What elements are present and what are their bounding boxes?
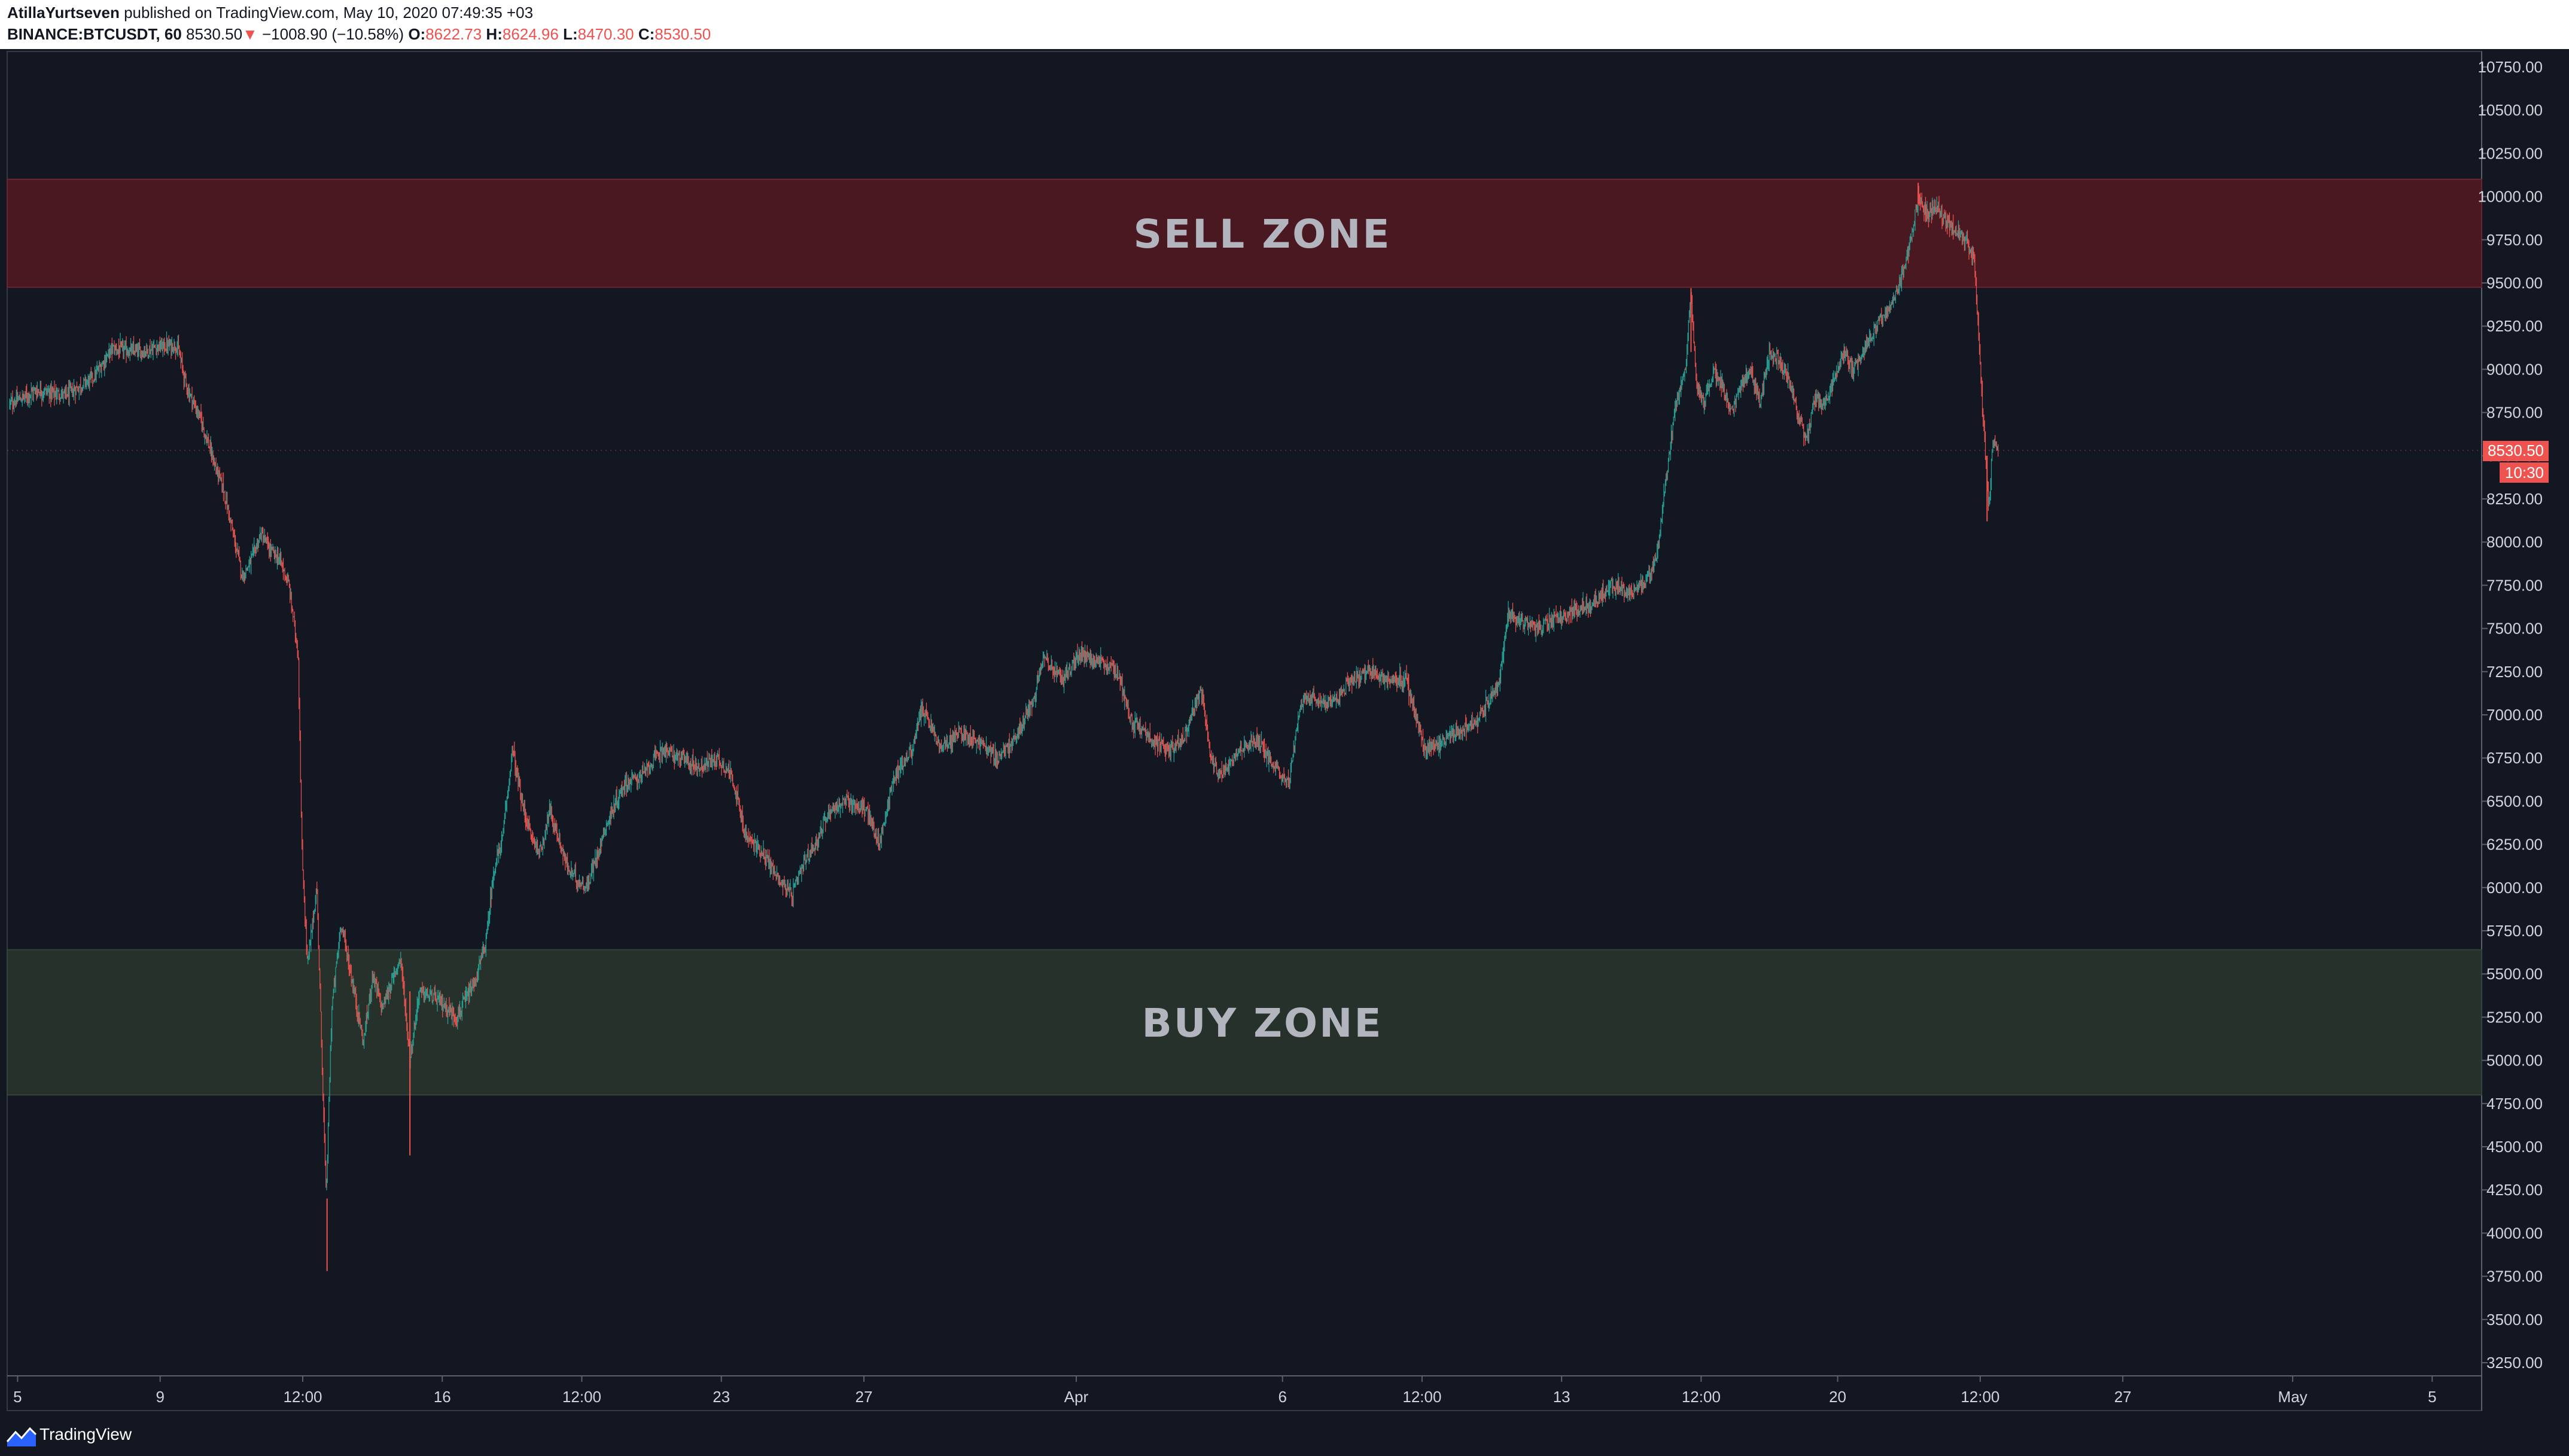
time-tick-label: 27 [856, 1388, 873, 1406]
price-tick-label: 5500.00 [2486, 965, 2543, 983]
zone-band [7, 178, 2482, 288]
time-tick-label: 12:00 [1961, 1388, 1999, 1406]
close-value: 8530.50 [655, 25, 711, 43]
time-axis[interactable]: 5 9 12:00 16 12:00 23 27 Apr 6 12:00 13 12:00 20 12:0… [13, 1376, 2569, 1406]
price-tick-label: 9750.00 [2486, 231, 2543, 249]
footer: TradingView [0, 1413, 2569, 1456]
publish-line: AtillaYurtseven published on TradingView… [7, 4, 533, 22]
time-tick-label: 13 [1553, 1388, 1570, 1406]
price-tick-label: 7000.00 [2486, 706, 2543, 724]
time-tick-label: 9 [156, 1388, 164, 1406]
chart-header: AtillaYurtseven published on TradingView… [0, 0, 2569, 49]
price-tick-label: 7750.00 [2486, 576, 2543, 594]
zone-label: SELL ZONE [1134, 211, 1392, 257]
time-tick-label: May [2278, 1388, 2308, 1406]
price-tick-label: 6500.00 [2486, 792, 2543, 810]
price-tick-label: 8750.00 [2486, 404, 2543, 422]
low-label: L: [563, 25, 578, 43]
price-tick-label: 4250.00 [2486, 1181, 2543, 1199]
countdown-value: 10:30 [2505, 464, 2544, 482]
time-tick-label: 12:00 [1682, 1388, 1721, 1406]
last-price-labels: 8530.50 10:30 [7, 440, 2549, 483]
price-tick-label: 4500.00 [2486, 1138, 2543, 1156]
high-label: H: [486, 25, 503, 43]
price-tick-label: 10000.00 [2478, 188, 2543, 206]
time-tick-label: 6 [1278, 1388, 1286, 1406]
ohlc-line: BINANCE:BTCUSDT, 60 8530.50▼ −1008.90 (−… [7, 25, 711, 44]
price-tick-label: 5250.00 [2486, 1008, 2543, 1026]
time-tick-label: 12:00 [562, 1388, 601, 1406]
price-tick-label: 8250.00 [2486, 490, 2543, 508]
low-value: 8470.30 [577, 25, 634, 43]
tradingview-brand[interactable]: TradingView [39, 1425, 132, 1443]
price-tick-label: 5750.00 [2486, 922, 2543, 940]
time-tick-label: 27 [2114, 1388, 2132, 1406]
price-tick-label: 7250.00 [2486, 663, 2543, 681]
price-tick-label: 3500.00 [2486, 1311, 2543, 1329]
high-value: 8624.96 [502, 25, 559, 43]
price-tick-label: 8000.00 [2486, 533, 2543, 551]
last-price: 8530.50 [186, 25, 243, 43]
price-tick-label: 6000.00 [2486, 879, 2543, 897]
zones-layer [7, 178, 2482, 1096]
open-value: 8622.73 [425, 25, 482, 43]
price-change: −1008.90 (−10.58%) [262, 25, 404, 43]
zone-labels-layer: SELL ZONE BUY ZONE [1134, 211, 1392, 1046]
price-tick-label: 3250.00 [2486, 1354, 2543, 1372]
tradingview-logo-icon[interactable] [6, 1421, 37, 1448]
time-tick-label: 23 [713, 1388, 730, 1406]
countdown-tag [2500, 462, 2549, 483]
time-tick-label: 5 [13, 1388, 22, 1406]
time-tick-label: 12:00 [283, 1388, 322, 1406]
down-arrow-icon: ▼ [242, 25, 258, 43]
time-tick-label: 12:00 [1402, 1388, 1441, 1406]
time-tick-label: Apr [1064, 1388, 1089, 1406]
price-tick-label: 10250.00 [2478, 144, 2543, 162]
price-tick-label: 7500.00 [2486, 620, 2543, 638]
zone-label: BUY ZONE [1142, 1000, 1383, 1046]
price-tick-label: 4750.00 [2486, 1095, 2543, 1113]
price-tick-label: 5000.00 [2486, 1052, 2543, 1070]
symbol-label[interactable]: BINANCE:BTCUSDT, 60 [7, 25, 182, 43]
price-tick-label: 10750.00 [2478, 58, 2543, 76]
publish-info: published on TradingView.com, May 10, 20… [119, 4, 534, 22]
open-label: O: [408, 25, 426, 43]
zone-band [7, 949, 2482, 1096]
candles-layer [9, 182, 1999, 1271]
price-tick-label: 9000.00 [2486, 360, 2543, 378]
author-name[interactable]: AtillaYurtseven [7, 4, 120, 22]
close-label: C: [638, 25, 655, 43]
price-tick-label: 6750.00 [2486, 749, 2543, 767]
price-tick-label: 6250.00 [2486, 836, 2543, 854]
time-tick-label: 16 [434, 1388, 451, 1406]
time-tick-label: 20 [1829, 1388, 1846, 1406]
price-tick-label: 3750.00 [2486, 1268, 2543, 1286]
last-price-value: 8530.50 [2488, 441, 2544, 459]
price-axis[interactable]: 10750.00 10500.00 10250.00 10000.00 9750.00 9… [2478, 58, 2543, 1372]
price-tick-label: 10500.00 [2478, 101, 2543, 119]
price-tick-label: 9500.00 [2486, 274, 2543, 292]
time-tick-label: 5 [2428, 1388, 2436, 1406]
last-price-tag [2483, 440, 2549, 461]
price-tick-label: 9250.00 [2486, 317, 2543, 335]
price-tick-label: 4000.00 [2486, 1224, 2543, 1242]
